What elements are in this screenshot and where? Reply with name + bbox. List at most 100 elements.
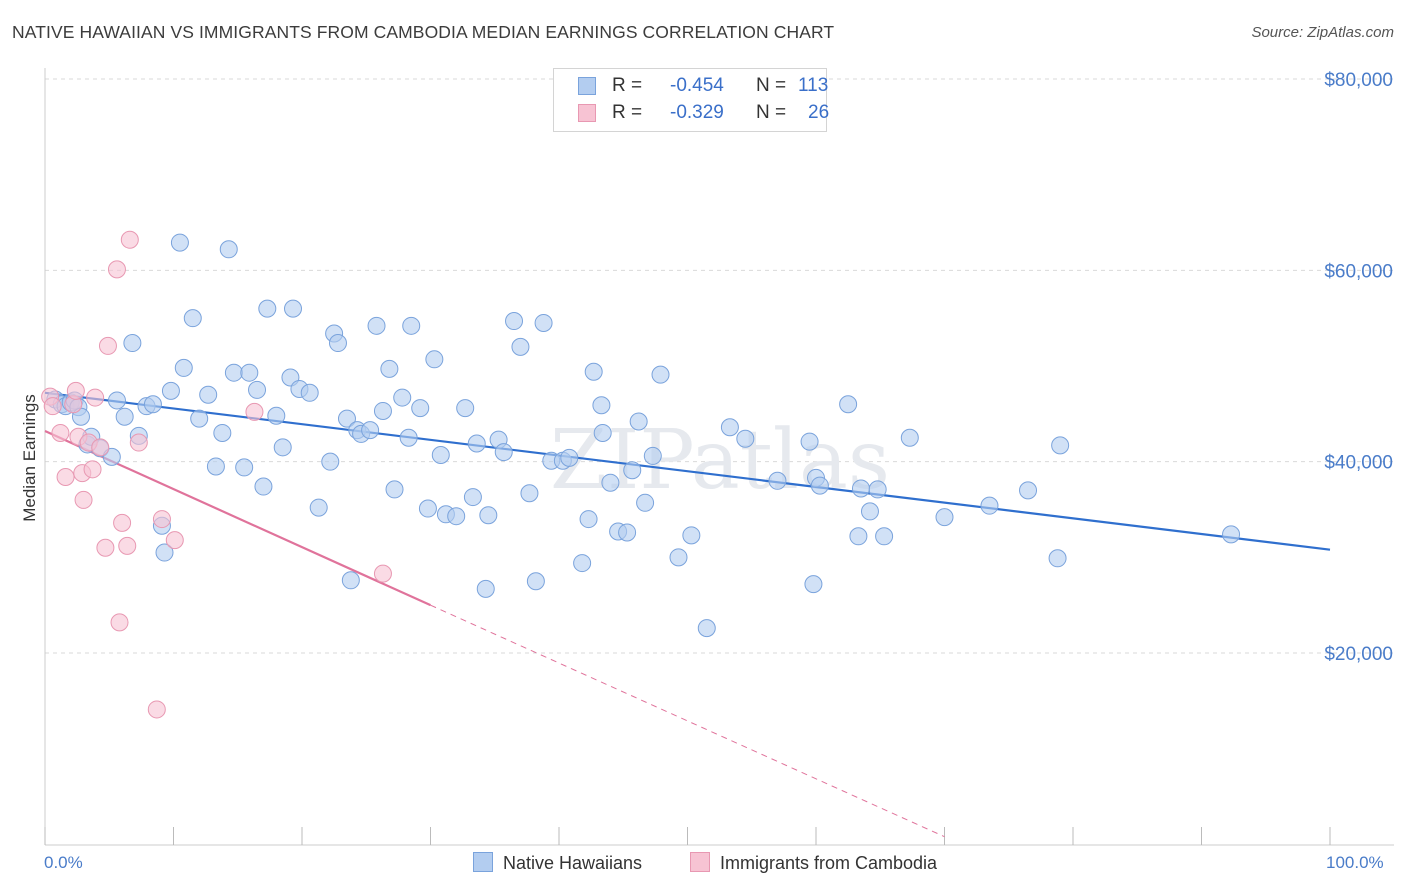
bottom-legend-label: Native Hawaiians [503, 853, 643, 873]
point-cambodia [43, 397, 62, 416]
point-native-hawaiian [402, 316, 421, 335]
y-tick-label: $20,000 [1324, 644, 1393, 665]
point-cambodia [152, 510, 171, 529]
x-axis-min-label: 0.0% [44, 853, 83, 872]
point-native-hawaiian [183, 309, 202, 328]
point-native-hawaiian [385, 480, 404, 499]
y-axis-label: Median Earnings [20, 394, 39, 522]
correlation-legend: R = -0.454 N = 113 R = -0.329 N = 26 [553, 68, 830, 132]
legend-swatch-pink [578, 104, 596, 122]
point-native-hawaiian [720, 418, 739, 437]
point-native-hawaiian [520, 484, 539, 503]
point-native-hawaiian [875, 527, 894, 546]
axes [44, 68, 1394, 846]
point-cambodia [113, 513, 132, 532]
point-native-hawaiian [123, 334, 142, 353]
point-native-hawaiian [373, 401, 392, 420]
legend-n-label: N = [756, 75, 787, 96]
point-native-hawaiian [618, 523, 637, 542]
point-native-hawaiian [935, 508, 954, 527]
point-cambodia [165, 531, 184, 550]
point-cambodia [96, 538, 115, 557]
point-native-hawaiian [219, 240, 238, 259]
point-native-hawaiian [467, 434, 486, 453]
legend-r-value: -0.329 [670, 102, 724, 123]
point-native-hawaiian [636, 493, 655, 512]
point-native-hawaiian [592, 396, 611, 415]
point-native-hawaiian [736, 429, 755, 448]
point-native-hawaiian [851, 479, 870, 498]
point-native-hawaiian [810, 476, 829, 495]
bottom-legend-swatch-blue [473, 852, 493, 872]
point-native-hawaiian [161, 381, 180, 400]
point-native-hawaiian [418, 499, 437, 518]
point-native-hawaiian [431, 445, 450, 464]
point-native-hawaiian [309, 498, 328, 517]
point-native-hawaiian [476, 579, 495, 598]
point-native-hawaiian [273, 438, 292, 457]
point-cambodia [86, 388, 105, 407]
point-cambodia [98, 336, 117, 355]
point-native-hawaiian [651, 365, 670, 384]
y-tick-label: $80,000 [1324, 70, 1393, 91]
point-native-hawaiian [505, 312, 524, 331]
point-native-hawaiian [341, 571, 360, 590]
point-native-hawaiian [768, 471, 787, 490]
point-native-hawaiian [463, 488, 482, 507]
point-native-hawaiian [584, 362, 603, 381]
point-native-hawaiian [235, 458, 254, 477]
point-native-hawaiian [300, 383, 319, 402]
source-label: Source: ZipAtlas.com [1251, 24, 1394, 41]
point-native-hawaiian [534, 313, 553, 332]
point-native-hawaiian [900, 428, 919, 447]
point-native-hawaiian [526, 572, 545, 591]
point-native-hawaiian [328, 334, 347, 353]
point-native-hawaiian [682, 526, 701, 545]
point-native-hawaiian [804, 575, 823, 594]
point-cambodia [74, 490, 93, 509]
point-native-hawaiian [629, 412, 648, 431]
point-native-hawaiian [1051, 436, 1070, 455]
point-native-hawaiian [980, 496, 999, 515]
point-native-hawaiian [868, 480, 887, 499]
point-native-hawaiian [224, 363, 243, 382]
bottom-legend-native-hawaiians: Native Hawaiians [473, 852, 642, 874]
point-native-hawaiian [258, 299, 277, 318]
point-native-hawaiian [170, 233, 189, 252]
point-native-hawaiian [697, 619, 716, 638]
point-native-hawaiian [1222, 525, 1241, 544]
point-native-hawaiian [456, 399, 475, 418]
scatter-points [41, 230, 1241, 719]
legend-swatch-blue [578, 77, 596, 95]
point-native-hawaiian [579, 510, 598, 529]
point-native-hawaiian [213, 423, 232, 442]
point-native-hawaiian [479, 506, 498, 525]
point-native-hawaiian [115, 407, 134, 426]
bottom-legend-label: Immigrants from Cambodia [720, 853, 938, 873]
point-native-hawaiian [284, 299, 303, 318]
legend-n-label: N = [756, 102, 787, 123]
y-tick-label: $40,000 [1324, 453, 1393, 474]
bottom-legend-cambodia: Immigrants from Cambodia [690, 852, 937, 874]
point-cambodia [56, 467, 75, 486]
legend-r-label: R = [612, 102, 643, 123]
point-cambodia [91, 438, 110, 457]
point-cambodia [51, 423, 70, 442]
point-native-hawaiian [839, 395, 858, 414]
point-native-hawaiian [411, 399, 430, 418]
point-native-hawaiian [643, 446, 662, 465]
point-native-hawaiian [174, 358, 193, 377]
point-native-hawaiian [206, 457, 225, 476]
point-cambodia [107, 260, 126, 279]
point-cambodia [120, 230, 139, 249]
point-native-hawaiian [240, 363, 259, 382]
point-native-hawaiian [143, 395, 162, 414]
point-native-hawaiian [573, 554, 592, 573]
point-native-hawaiian [511, 337, 530, 356]
point-native-hawaiian [107, 391, 126, 410]
point-native-hawaiian [494, 443, 513, 462]
legend-n-value: 26 [808, 102, 830, 123]
point-cambodia [245, 402, 264, 421]
trend-line-cambodia-extension [430, 604, 945, 838]
point-native-hawaiian [1048, 549, 1067, 568]
